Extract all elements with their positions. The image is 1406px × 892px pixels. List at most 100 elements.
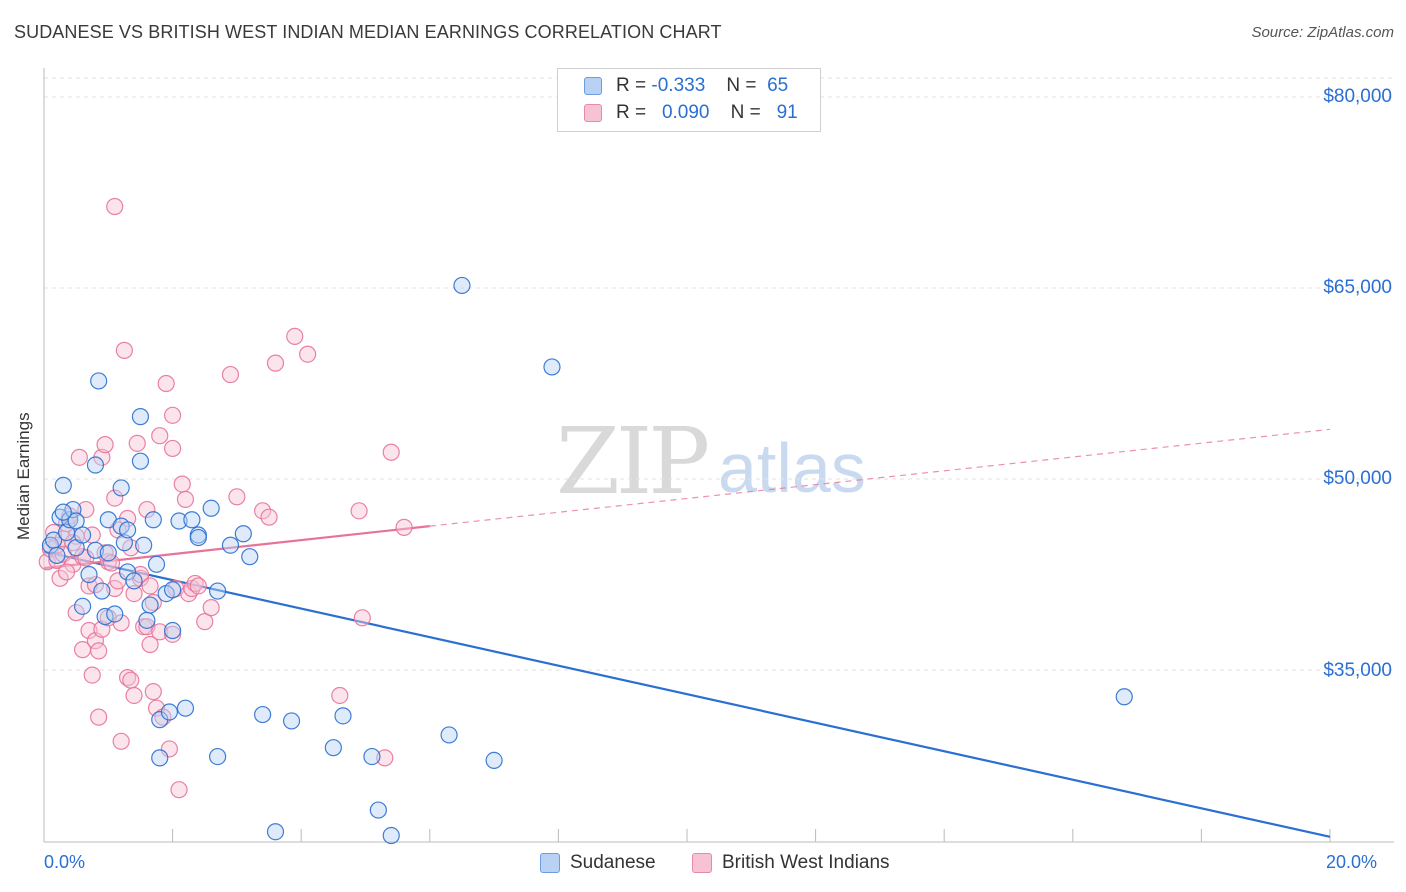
sudanese-point-10 xyxy=(73,526,92,544)
bwi-point-70 xyxy=(350,502,368,520)
sudanese-point-48 xyxy=(221,536,240,554)
legend-swatch-blue xyxy=(584,77,602,95)
bwi-point-3 xyxy=(48,551,66,570)
axis-layer xyxy=(43,68,1394,843)
sudanese-point-37 xyxy=(160,703,178,721)
bwi-point-32 xyxy=(115,341,133,359)
sudanese-point-29 xyxy=(135,536,153,554)
bwi-point-44 xyxy=(144,593,162,612)
sudanese-point-25 xyxy=(118,563,137,581)
sudanese-point-39 xyxy=(164,621,182,640)
sudanese-point-38 xyxy=(164,581,182,599)
sudanese-point-59 xyxy=(440,726,458,744)
y-tick-label-35000: $35,000 xyxy=(1323,660,1392,681)
bwi-point-66 xyxy=(266,354,285,372)
x-axis-end-label: 20.0% xyxy=(1326,852,1378,872)
bwi-point-59 xyxy=(186,574,204,593)
sudanese-point-24 xyxy=(118,521,137,539)
sudanese-point-23 xyxy=(115,534,133,552)
sudanese-point-56 xyxy=(363,747,381,766)
bwi-point-42 xyxy=(138,500,156,519)
bwi-point-71 xyxy=(353,609,371,627)
bottom-legend-swatch-pink xyxy=(692,853,712,873)
bwi-point-28 xyxy=(106,489,124,507)
sudanese-point-60 xyxy=(453,276,471,295)
bwi-point-34 xyxy=(118,669,137,687)
chart-title: SUDANESE VS BRITISH WEST INDIAN MEDIAN E… xyxy=(14,22,722,42)
sudanese-point-9 xyxy=(67,512,85,530)
trend-line-bwi-extension xyxy=(429,428,1331,527)
watermark-atlas: atlas xyxy=(718,429,866,507)
legend-swatch-pink xyxy=(584,104,602,122)
sudanese-point-12 xyxy=(80,565,98,584)
bwi-point-43 xyxy=(141,635,159,654)
sudanese-point-49 xyxy=(234,525,252,543)
sudanese-point-45 xyxy=(202,499,220,517)
y-tick-label-65000: $65,000 xyxy=(1323,277,1392,298)
bwi-point-38 xyxy=(128,434,146,452)
sudanese-point-53 xyxy=(282,712,301,730)
bwi-point-18 xyxy=(86,576,105,594)
legend-n-value-bwi: 91 xyxy=(776,102,798,123)
bwi-point-41 xyxy=(138,618,156,636)
sudanese-point-52 xyxy=(266,823,285,841)
bwi-point-10 xyxy=(67,604,85,622)
sudanese-point-17 xyxy=(96,607,114,626)
sudanese-point-54 xyxy=(324,739,342,757)
bwi-point-69 xyxy=(331,686,349,705)
sudanese-point-13 xyxy=(86,541,105,559)
sudanese-point-61 xyxy=(485,751,503,770)
sudanese-point-27 xyxy=(131,408,150,426)
sudanese-point-46 xyxy=(209,582,227,600)
sudanese-point-40 xyxy=(170,512,188,530)
legend-n-value-sudanese: 65 xyxy=(767,75,789,96)
bwi-point-65 xyxy=(260,508,278,526)
bwi-point-45 xyxy=(144,683,162,701)
legend-r-label: R = xyxy=(616,102,647,123)
bwi-point-63 xyxy=(228,488,246,506)
sudanese-point-20 xyxy=(106,605,124,623)
sudanese-point-42 xyxy=(183,511,201,529)
bwi-point-20 xyxy=(90,642,108,660)
bwi-point-31 xyxy=(112,732,130,750)
legend-r-label: R = xyxy=(616,75,647,96)
bwi-point-11 xyxy=(70,448,88,466)
bwi-point-37 xyxy=(125,584,143,603)
sudanese-point-0 xyxy=(41,536,60,554)
bwi-point-49 xyxy=(157,374,175,393)
sudanese-point-64 xyxy=(54,503,72,521)
bwi-point-87 xyxy=(151,623,169,641)
sudanese-point-26 xyxy=(125,572,143,590)
bwi-point-62 xyxy=(221,365,240,384)
sudanese-point-22 xyxy=(112,479,130,497)
watermark-zip: ZIP xyxy=(556,408,710,515)
sudanese-point-58 xyxy=(382,826,400,845)
sudanese-point-16 xyxy=(93,582,111,600)
bwi-point-52 xyxy=(164,439,182,458)
legend-n-label: N = xyxy=(730,102,761,123)
sudanese-point-47 xyxy=(209,747,227,766)
bwi-point-21 xyxy=(90,708,108,726)
bwi-point-30 xyxy=(112,614,130,632)
bwi-point-16 xyxy=(80,621,98,640)
sudanese-point-35 xyxy=(151,749,169,767)
trend-line-sudanese xyxy=(43,550,1331,838)
bwi-point-14 xyxy=(77,500,95,519)
y-tick-label-80000: $80,000 xyxy=(1323,86,1392,107)
bwi-point-86 xyxy=(141,577,159,595)
bwi-point-56 xyxy=(176,490,195,508)
bottom-legend-swatch-blue xyxy=(540,853,560,873)
bwi-point-89 xyxy=(189,577,207,595)
bwi-point-85 xyxy=(131,565,150,584)
correlation-legend: R = -0.333 N = 65 R = 0.090 N = 91 xyxy=(557,68,821,132)
sudanese-point-3 xyxy=(51,508,69,526)
bwi-point-55 xyxy=(173,475,191,493)
bwi-point-47 xyxy=(151,427,169,445)
bwi-point-73 xyxy=(382,443,400,461)
legend-row-sudanese: R = -0.333 N = 65 xyxy=(584,75,788,97)
grid-layer xyxy=(44,77,1394,671)
sudanese-point-44 xyxy=(189,528,207,547)
bwi-point-75 xyxy=(106,197,124,216)
sudanese-point-57 xyxy=(369,801,387,819)
